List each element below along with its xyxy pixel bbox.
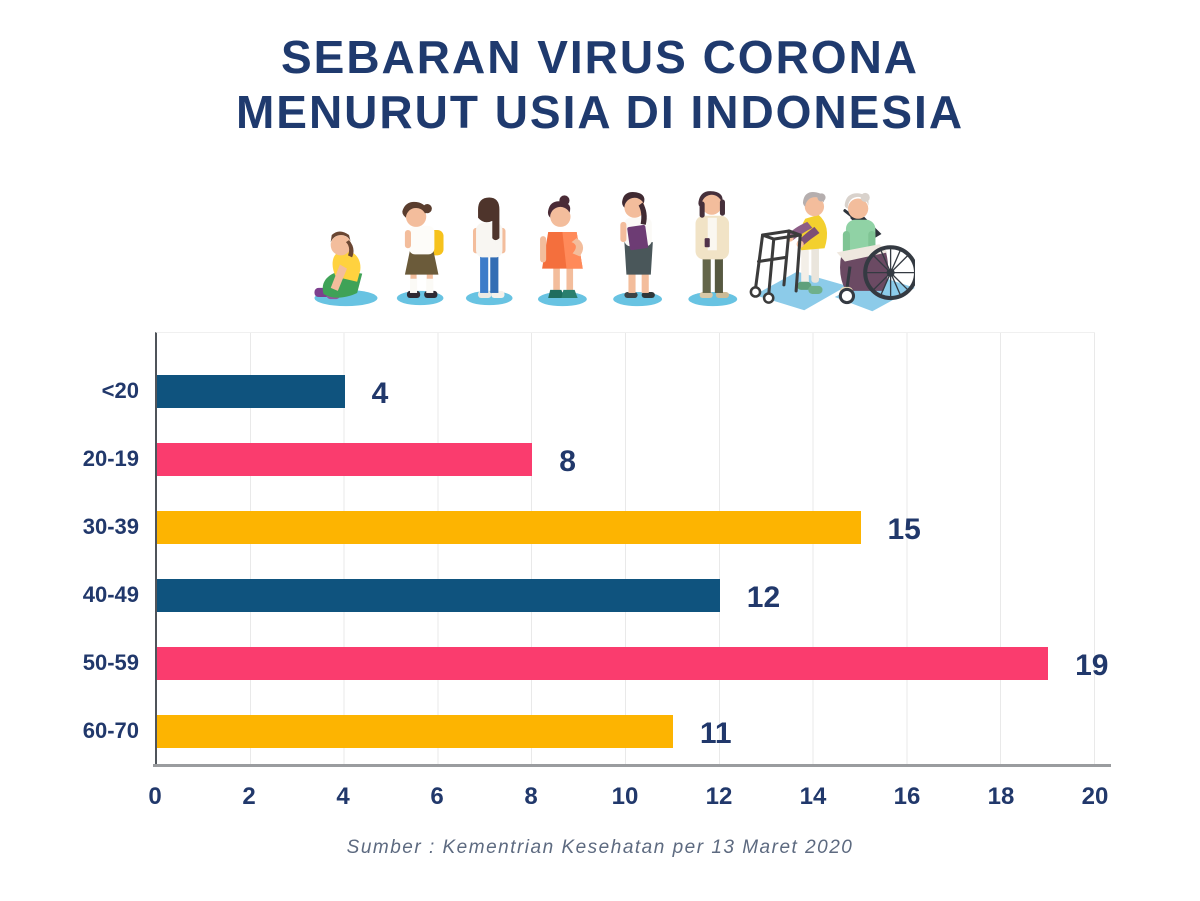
figure-elderly-with-walker xyxy=(749,192,847,311)
category-label: 20-19 xyxy=(82,446,139,472)
value-label: 12 xyxy=(746,581,781,615)
x-tick-label: 8 xyxy=(524,783,538,811)
bar-row: 60-70 11 xyxy=(83,697,1095,765)
figure-teen-girl xyxy=(465,197,513,306)
source-caption: Sumber : Kementrian Kesehatan per 13 Mar… xyxy=(346,837,854,859)
figure-woman-in-cardigan xyxy=(688,191,738,307)
bar xyxy=(157,714,673,748)
value-label: 15 xyxy=(887,513,921,547)
figure-elderly-in-wheelchair xyxy=(834,193,915,312)
x-tick-label: 12 xyxy=(705,783,733,811)
bar-row: 50-59 19 xyxy=(83,629,1108,697)
x-tick-label: 10 xyxy=(611,783,639,811)
bar-row: 30-39 15 xyxy=(83,493,1095,561)
value-label: 11 xyxy=(699,717,732,751)
bar xyxy=(157,646,1049,680)
x-tick-label: 14 xyxy=(799,783,827,811)
chart-title-line1: SEBARAN VIRUS CORONA xyxy=(280,31,920,83)
value-label: 8 xyxy=(559,445,576,479)
x-tick-label: 4 xyxy=(336,783,350,811)
age-progression-illustration xyxy=(0,146,1200,318)
x-tick-label: 18 xyxy=(987,783,1015,811)
bar-row: <20 4 xyxy=(102,357,1095,425)
bar xyxy=(157,442,533,476)
category-label: 60-70 xyxy=(82,718,139,744)
x-axis: 0 2 4 6 8 10 12 14 16 18 20 xyxy=(148,779,1108,813)
x-tick-label: 6 xyxy=(430,783,444,811)
age-figures-svg xyxy=(314,191,915,312)
figure-woman-with-folder xyxy=(613,192,662,307)
x-tick-label: 16 xyxy=(893,783,921,811)
value-label: 4 xyxy=(371,377,389,411)
figure-child-sitting xyxy=(314,231,378,307)
value-label: 19 xyxy=(1075,649,1109,683)
plot-area: <20 4 20-19 8 30-39 15 40-49 12 50-59 19 60-70 11 xyxy=(83,332,1108,765)
bar-row: 20-19 8 xyxy=(83,425,1095,493)
bar-chart: <20 4 20-19 8 30-39 15 40-49 12 50-59 19 60-70 11 0… xyxy=(83,332,1165,813)
chart-title: SEBARAN VIRUS CORONA MENURUT USIA DI IND… xyxy=(0,30,1200,140)
bar xyxy=(157,374,345,408)
figure-school-girl xyxy=(396,202,444,306)
category-label: <20 xyxy=(101,378,139,404)
bar xyxy=(157,578,720,612)
category-label: 50-59 xyxy=(82,650,139,676)
chart-title-line2: MENURUT USIA DI INDONESIA xyxy=(235,86,965,139)
bar-row: 40-49 12 xyxy=(83,561,1095,629)
x-tick-label: 2 xyxy=(242,783,256,811)
x-axis-line xyxy=(153,764,1111,768)
figure-woman-orange-dress xyxy=(538,195,587,307)
x-tick-label: 20 xyxy=(1081,783,1109,811)
x-tick-label: 0 xyxy=(148,783,162,811)
bar xyxy=(157,510,861,544)
category-label: 40-49 xyxy=(82,582,139,608)
category-label: 30-39 xyxy=(82,514,139,540)
infographic-canvas: SEBARAN VIRUS CORONA MENURUT USIA DI IND… xyxy=(0,30,1200,901)
